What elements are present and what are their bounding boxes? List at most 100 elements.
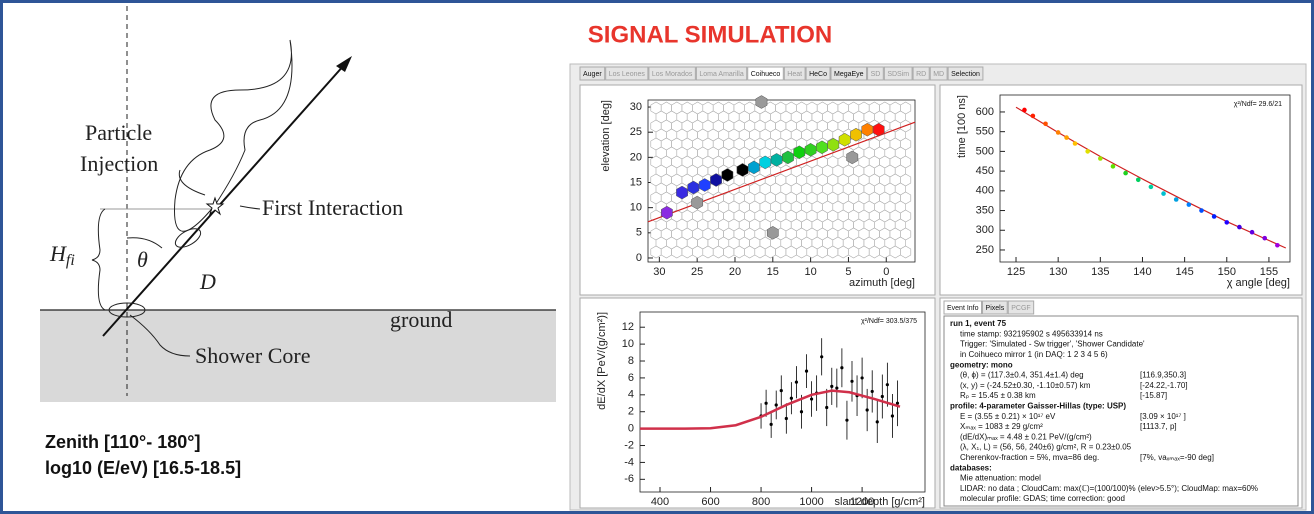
tab-label[interactable]: Los Leones bbox=[609, 71, 646, 78]
tab-label[interactable]: Event Info bbox=[947, 305, 979, 312]
camera-pixel bbox=[764, 245, 776, 259]
x-tick-label: 20 bbox=[729, 266, 741, 278]
point bbox=[880, 394, 884, 399]
info-line: Xₘₐₓ = 1083 ± 29 g/cm² bbox=[960, 422, 1043, 431]
leader bbox=[129, 314, 191, 357]
tab-label[interactable]: Selection bbox=[951, 71, 980, 78]
y-tick-label: 350 bbox=[976, 204, 994, 216]
point bbox=[1135, 177, 1141, 183]
tab[interactable] bbox=[648, 66, 696, 81]
x-tick-label: 1000 bbox=[799, 496, 823, 508]
tab-label[interactable]: PCGF bbox=[1011, 305, 1030, 312]
label: Injection bbox=[80, 151, 158, 176]
camera-pixel bbox=[660, 245, 672, 259]
range-text: log10 (E/eV) [16.5-18.5] bbox=[45, 458, 241, 478]
tab[interactable] bbox=[943, 300, 983, 315]
point bbox=[1022, 107, 1027, 113]
tab-label[interactable]: MD bbox=[933, 71, 944, 78]
info-line: E = (3.55 ± 0.21) × 10¹⁷ eV bbox=[960, 412, 1056, 421]
x-tick-label: 0 bbox=[883, 266, 889, 278]
tab-label[interactable]: SD bbox=[871, 71, 881, 78]
y-tick-label: 30 bbox=[630, 101, 642, 113]
event-info: Event Info Pixels PCGF run 1, event 75time … bbox=[943, 300, 1258, 503]
label: First Interaction bbox=[262, 195, 403, 220]
y-tick-label: 0 bbox=[628, 423, 634, 435]
y-tick-label: 6 bbox=[628, 372, 634, 384]
tab[interactable] bbox=[747, 66, 784, 81]
y-tick-label: 12 bbox=[622, 321, 634, 333]
camera-pixel bbox=[785, 245, 797, 259]
tab[interactable] bbox=[783, 66, 806, 81]
tab[interactable] bbox=[912, 66, 930, 81]
point bbox=[825, 405, 829, 410]
x-tick-label: 30 bbox=[653, 266, 665, 278]
camera-pixel bbox=[754, 245, 766, 259]
camera-pixel bbox=[868, 245, 880, 259]
annotation: χ²/Ndf= 29.6/21 bbox=[1234, 101, 1282, 108]
plot-frame bbox=[639, 311, 926, 493]
point bbox=[840, 366, 844, 370]
point bbox=[779, 388, 783, 393]
tab[interactable] bbox=[1007, 300, 1035, 315]
info-heading: run 1, event 75 bbox=[950, 319, 1007, 328]
tab-label[interactable]: HeCo bbox=[809, 71, 827, 78]
x-tick-label: 145 bbox=[1175, 266, 1193, 278]
y-tick-label: 25 bbox=[630, 126, 642, 138]
point bbox=[1211, 214, 1217, 219]
tab-label[interactable]: Pixels bbox=[986, 305, 1005, 312]
leader bbox=[178, 169, 206, 196]
tab-label[interactable]: MegaEye bbox=[834, 71, 864, 78]
x-tick-label: 5 bbox=[845, 266, 851, 278]
arrow-head bbox=[336, 56, 352, 72]
tab-label[interactable]: Coihueco bbox=[751, 71, 781, 78]
tab[interactable] bbox=[579, 66, 606, 81]
camera-pixel bbox=[723, 245, 735, 259]
info-line: (x, y) = (-24.52±0.30, -1.10±0.57) km bbox=[960, 381, 1091, 390]
tab-label[interactable]: Auger bbox=[583, 71, 602, 78]
tab[interactable] bbox=[883, 66, 913, 81]
tab[interactable] bbox=[605, 66, 649, 81]
point bbox=[895, 401, 900, 405]
info-note: [116.9,350.3] bbox=[1140, 371, 1186, 380]
info-line: LIDAR: no data ; CloudCam: max(ℂ)=(100/1… bbox=[960, 484, 1258, 493]
point bbox=[1123, 170, 1128, 176]
y-tick-label: 250 bbox=[976, 244, 994, 256]
tab[interactable] bbox=[830, 66, 868, 81]
y-tick-label: 15 bbox=[630, 176, 642, 188]
tab-label[interactable]: Los Morados bbox=[652, 71, 693, 78]
tab-label[interactable]: SDSim bbox=[887, 71, 909, 78]
tab[interactable] bbox=[947, 66, 984, 81]
info-heading: databases: bbox=[950, 463, 992, 472]
x-tick-label: 135 bbox=[1091, 266, 1109, 278]
tab-label[interactable]: Loma Amarilla bbox=[699, 71, 743, 78]
point bbox=[1072, 141, 1078, 146]
y-tick-label: -4 bbox=[624, 456, 634, 468]
tab[interactable] bbox=[695, 66, 748, 81]
info-line: in Coihueco mirror 1 (in DAQ: 1 2 3 4 5 … bbox=[960, 350, 1108, 359]
camera-pixel bbox=[900, 245, 912, 259]
tab-label[interactable]: RD bbox=[916, 71, 926, 78]
point bbox=[1237, 224, 1242, 230]
y-tick-label: 500 bbox=[976, 145, 994, 157]
pixel-hit bbox=[755, 95, 768, 109]
tab[interactable] bbox=[867, 66, 884, 81]
first-interaction-star bbox=[205, 196, 225, 216]
x-tick-label: 15 bbox=[767, 266, 779, 278]
y-tick-label: 10 bbox=[622, 338, 634, 350]
y-axis-label: time [100 ns] bbox=[956, 95, 968, 158]
plot-frame bbox=[647, 99, 916, 263]
point bbox=[789, 396, 793, 400]
tab-label[interactable]: Heat bbox=[787, 71, 802, 78]
x-tick-label: 800 bbox=[752, 496, 770, 508]
point bbox=[809, 397, 814, 401]
tab[interactable] bbox=[982, 300, 1008, 315]
y-tick-label: 300 bbox=[976, 224, 994, 236]
plot-frame bbox=[999, 94, 1291, 263]
point bbox=[1030, 113, 1036, 119]
y-tick-label: 2 bbox=[628, 406, 634, 418]
tab[interactable] bbox=[929, 66, 948, 81]
tab[interactable] bbox=[805, 66, 831, 81]
info-note: [1113.7, p] bbox=[1140, 422, 1177, 431]
pixel-hit bbox=[872, 122, 885, 137]
point bbox=[875, 420, 879, 424]
